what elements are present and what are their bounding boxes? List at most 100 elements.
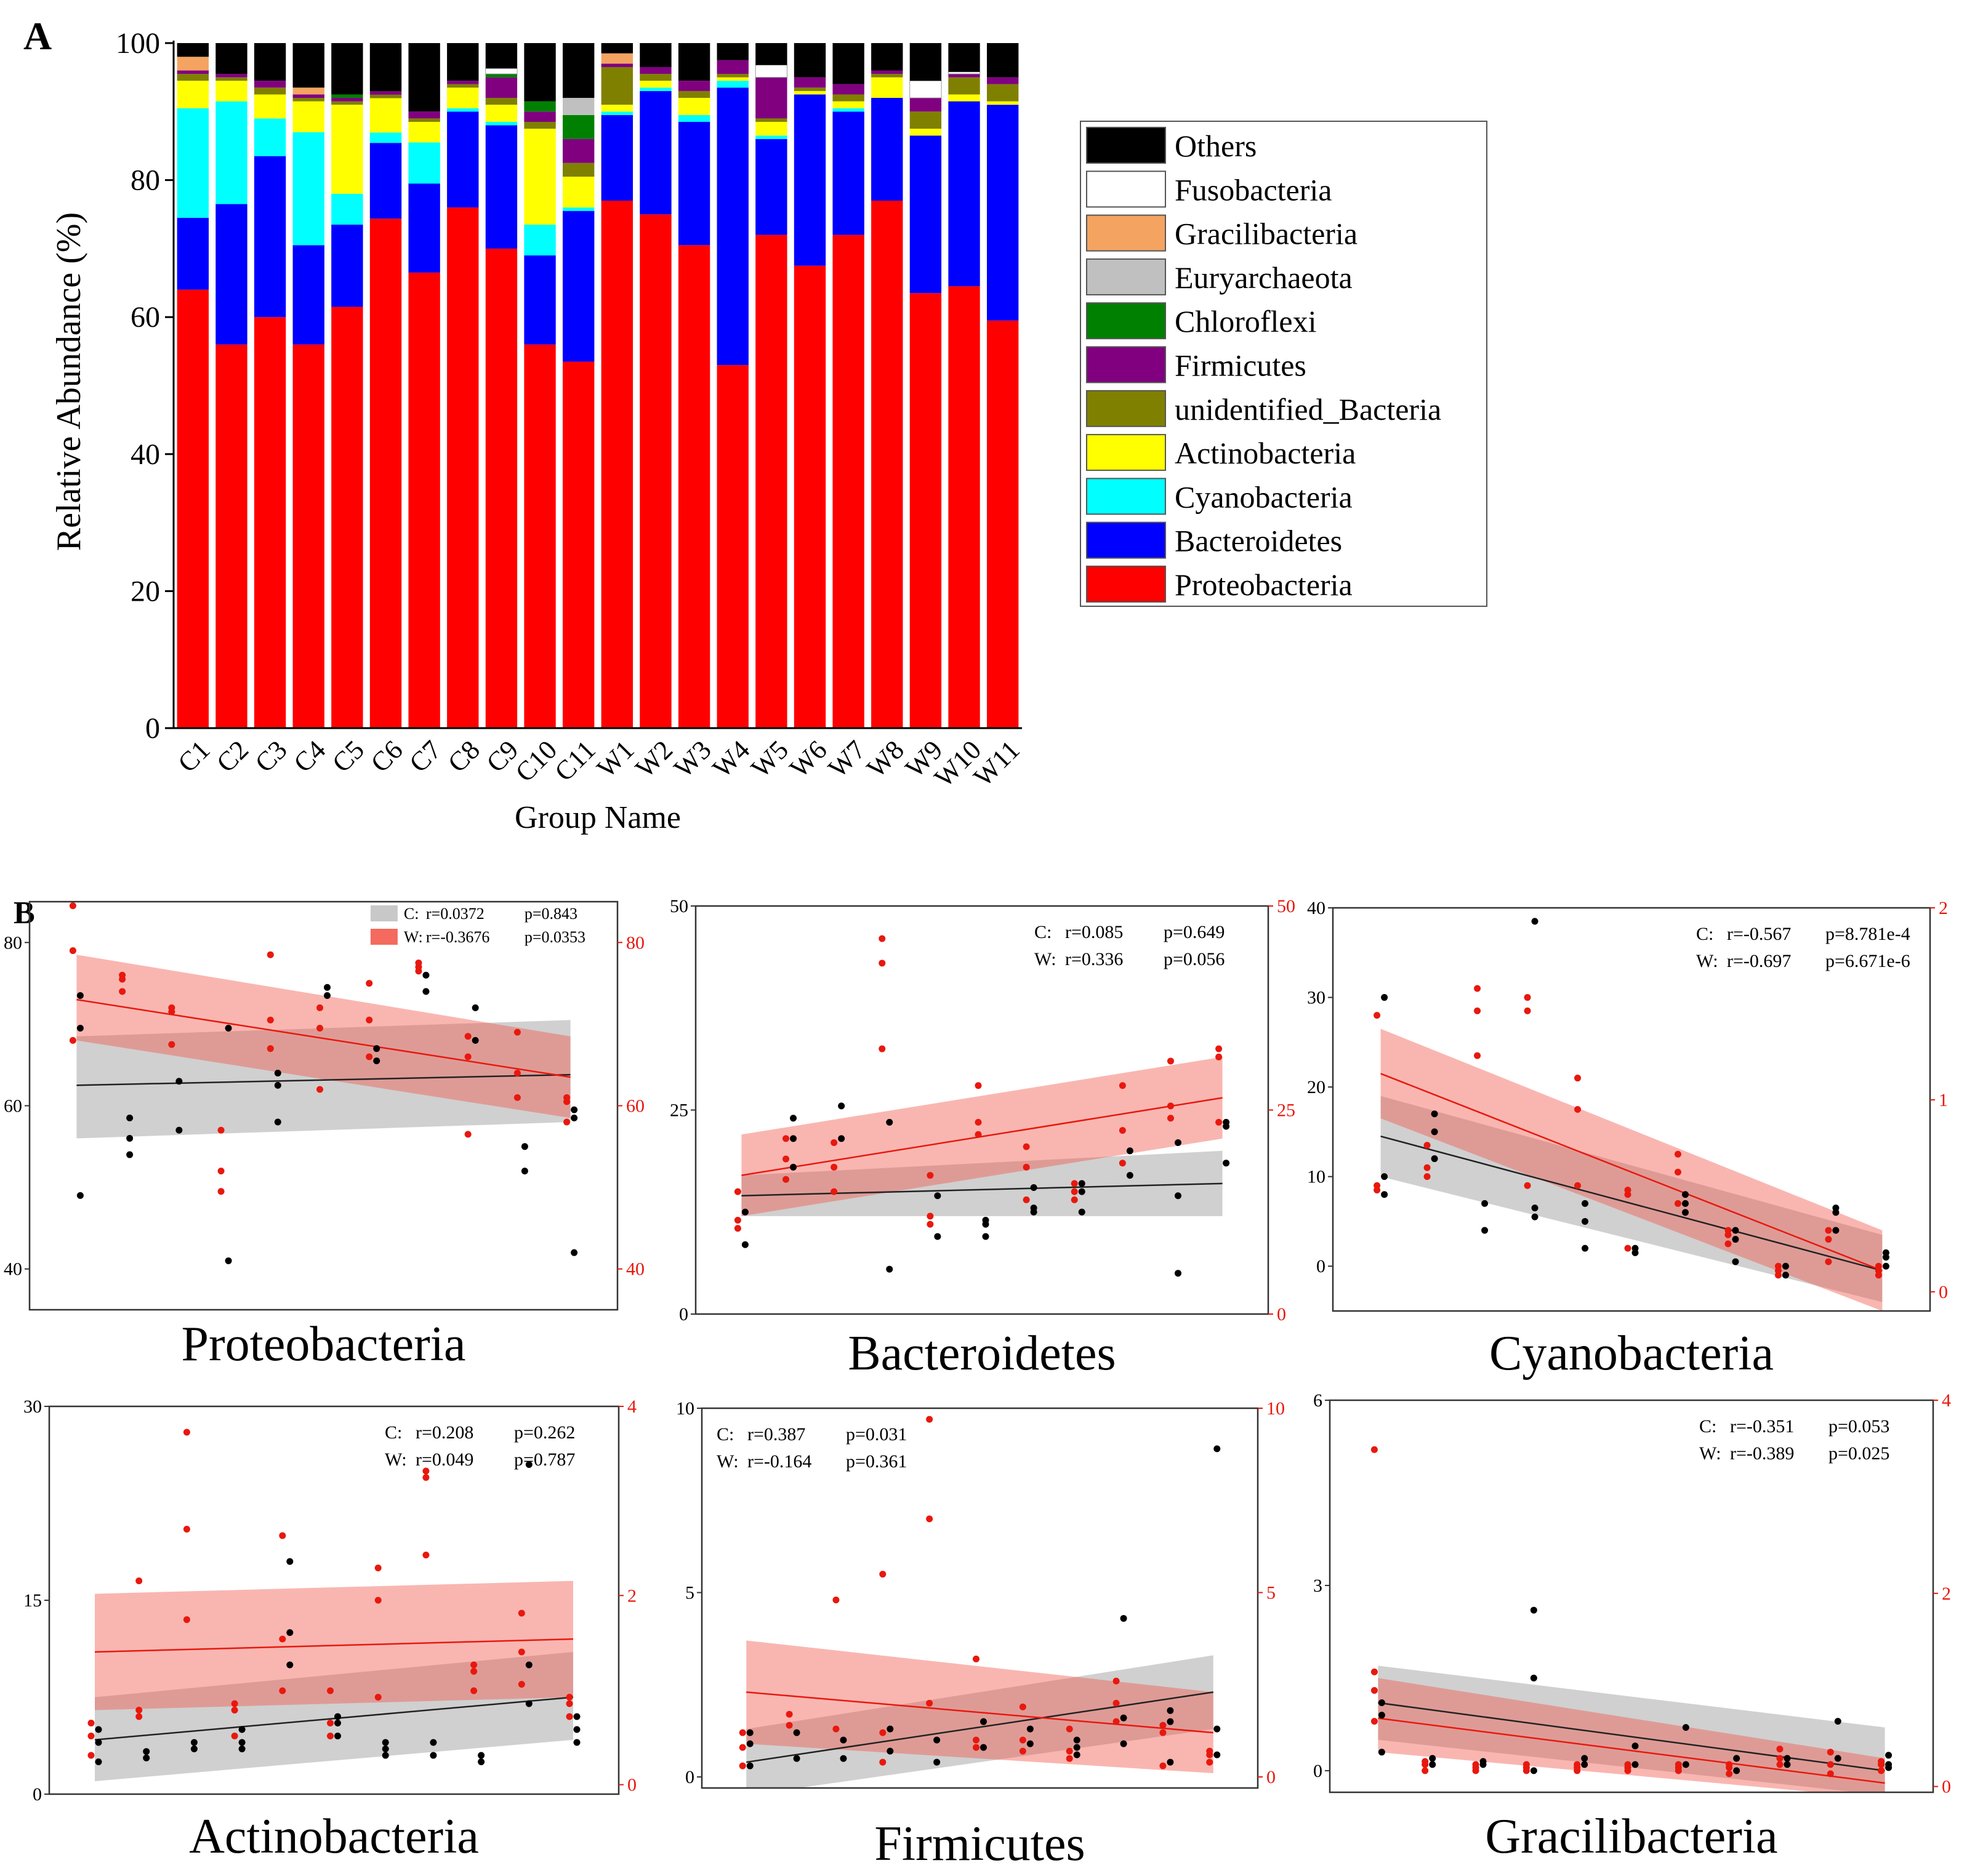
w-point — [1675, 1761, 1682, 1768]
c-point — [238, 1739, 246, 1746]
w-point — [374, 1597, 382, 1604]
c-point — [573, 1726, 581, 1733]
bar-segment-unidentified-bacteria-w9 — [909, 111, 942, 129]
w-point — [1724, 1227, 1732, 1234]
bar-segment-firmicutes-w9 — [909, 98, 942, 112]
w-regression-line — [1378, 1717, 1885, 1784]
bar-segment-bacteroidetes-c1 — [177, 217, 209, 290]
w-point — [1374, 1182, 1381, 1189]
bar-segment-cyanobacteria-w5 — [755, 135, 787, 139]
w-point — [1472, 1761, 1479, 1768]
bar-segment-actinobacteria-c5 — [331, 105, 363, 194]
bar-segment-proteobacteria-w11 — [987, 320, 1019, 728]
plot-area — [87, 1429, 581, 1781]
y-tick-label-80: 80 — [131, 164, 160, 197]
bar-segment-cyanobacteria-c7 — [408, 142, 440, 184]
bar-segment-firmicutes-w5 — [755, 77, 787, 119]
bar-segment-unidentified-bacteria-c3 — [254, 87, 286, 95]
bar-segment-unidentified-bacteria-w7 — [832, 94, 864, 102]
c-point — [95, 1758, 102, 1765]
left-tick-label-0: 0 — [33, 1784, 42, 1805]
c-point — [1581, 1761, 1588, 1768]
w-point — [231, 1700, 238, 1707]
c-point — [274, 1069, 281, 1076]
w-confidence-band — [746, 1640, 1213, 1774]
bar-segment-bacteroidetes-w6 — [794, 94, 826, 266]
bar-segment-bacteroidetes-c2 — [215, 204, 247, 345]
stats-p-c: p=0.649 — [1164, 922, 1225, 942]
c-point — [1681, 1191, 1689, 1198]
w-point — [1624, 1187, 1631, 1193]
c-regression-line — [94, 1696, 574, 1741]
c-point — [838, 1135, 845, 1142]
w-point — [1776, 1746, 1784, 1753]
w-point — [1071, 1180, 1078, 1187]
w-point — [1825, 1227, 1832, 1234]
c-point — [1733, 1767, 1740, 1774]
c-point — [1378, 1712, 1385, 1719]
bar-segment-actinobacteria-c3 — [254, 94, 286, 119]
c-point — [980, 1744, 987, 1751]
w-point — [1878, 1758, 1885, 1765]
c-point — [1030, 1205, 1037, 1212]
w-point — [1159, 1762, 1167, 1770]
c-point — [1885, 1752, 1893, 1759]
stats-group-w: W: — [1034, 949, 1056, 969]
stats-p-c: p=0.053 — [1828, 1416, 1889, 1437]
c-point — [746, 1762, 754, 1770]
bar-segment-actinobacteria-w7 — [832, 101, 864, 108]
c-point — [1167, 1707, 1174, 1714]
stats-p-w: p=0.787 — [514, 1449, 575, 1470]
w-point — [1374, 1012, 1381, 1019]
c-point — [1026, 1725, 1034, 1733]
bar-segment-unidentified-bacteria-w3 — [678, 90, 710, 98]
subplot-cyanobacteria: 0 10 20 30 40 0 1 2 C: r=-0.567 p=8.781e-4 W: r=-0.6… — [1307, 898, 1948, 1381]
bar-segment-unidentified-bacteria-c7 — [408, 118, 440, 122]
bar-segment-proteobacteria-w10 — [948, 286, 980, 728]
w-point — [217, 1126, 225, 1134]
bar-segment-unidentified-bacteria-c9 — [485, 98, 518, 105]
bar-segment-actinobacteria-w9 — [909, 129, 942, 136]
bar-segment-cyanobacteria-c3 — [254, 118, 286, 156]
legend-entry-others: Others — [1175, 129, 1257, 163]
c-point — [790, 1115, 797, 1122]
bar-segment-actinobacteria-w2 — [640, 81, 672, 88]
legend-swatch-proteobacteria — [1086, 566, 1166, 603]
legend-swatch-unidentified-bacteria — [1086, 390, 1166, 427]
right-tick-label-0: 0 — [1266, 1767, 1276, 1787]
c-point — [1882, 1262, 1889, 1270]
bar-segment-bacteroidetes-w4 — [717, 87, 749, 366]
bar-segment-firmicutes-c9 — [485, 77, 518, 98]
c-point — [1834, 1755, 1841, 1762]
w-point — [782, 1176, 790, 1183]
w-point — [518, 1609, 525, 1617]
bar-segment-firmicutes-w6 — [794, 77, 826, 88]
stats-r-w: r=-0.389 — [1730, 1443, 1794, 1464]
c-point — [1733, 1755, 1740, 1762]
c-point — [1213, 1445, 1221, 1453]
bar-segment-bacteroidetes-w11 — [987, 105, 1019, 321]
bar-segment-chloroflexi-c11 — [563, 114, 595, 139]
left-tick-label-20: 20 — [1307, 1077, 1325, 1097]
c-point — [1582, 1217, 1589, 1225]
c-point — [1832, 1227, 1840, 1234]
left-tick-label-5: 5 — [685, 1583, 694, 1603]
w-point — [879, 1729, 887, 1736]
w-point — [1215, 1118, 1223, 1126]
w-point — [1066, 1725, 1073, 1733]
y-tick-label-100: 100 — [116, 27, 160, 60]
w-point — [1071, 1188, 1078, 1195]
right-tick-label-4: 4 — [1942, 1390, 1951, 1411]
legend-entry-chloroflexi: Chloroflexi — [1175, 304, 1317, 339]
c-point — [1882, 1249, 1889, 1256]
c-point — [571, 1114, 578, 1121]
subplot-proteobacteria: 40 60 80 40 60 80 C: r=0.0372 p=0.843 W: r=-0.3676… — [4, 900, 645, 1371]
bar-segment-chloroflexi-c5 — [331, 94, 363, 98]
c-point — [1732, 1227, 1739, 1234]
stats-r-c: r=-0.351 — [1730, 1416, 1794, 1437]
c-point — [934, 1192, 941, 1200]
c-point — [430, 1752, 437, 1759]
bar-segment-actinobacteria-c8 — [447, 87, 479, 108]
w-regression-line — [76, 998, 571, 1078]
bar-segment-chloroflexi-c9 — [485, 74, 518, 78]
